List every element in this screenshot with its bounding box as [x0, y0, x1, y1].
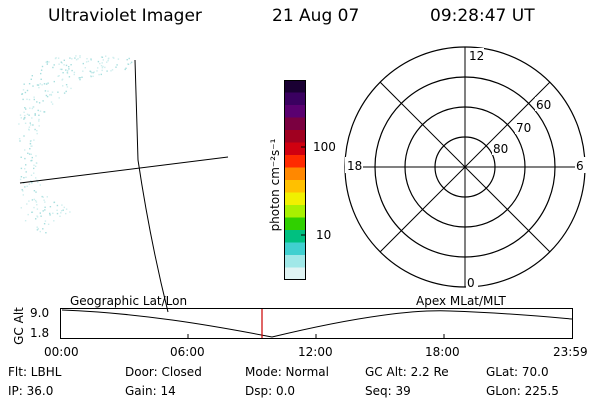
glon-value: GLon: 225.5 — [486, 384, 559, 398]
colorbar-cell — [284, 267, 306, 280]
colorbar-cell — [284, 105, 306, 118]
timeline-xtick-0600: 06:00 — [170, 345, 205, 359]
dsp-value: Dsp: 0.0 — [245, 384, 296, 398]
timeline-xtick-2359: 23:59 — [553, 345, 588, 359]
mlt-label-12: 12 — [469, 49, 484, 63]
colorbar-tick-100: 100 — [313, 140, 336, 154]
colorbar-cell — [284, 205, 306, 218]
door-status: Door: Closed — [125, 365, 202, 379]
altitude-timeline — [60, 308, 573, 339]
colorbar-cell — [284, 180, 306, 193]
colorbar-cell — [284, 142, 306, 156]
gain-value: Gain: 14 — [125, 384, 176, 398]
colorbar-cell — [284, 117, 306, 131]
colorbar-cell — [284, 230, 306, 243]
gc-alt-value: GC Alt: 2.2 Re — [365, 365, 449, 379]
mlt-label-6: 6 — [576, 159, 584, 173]
mlt-label-18: 18 — [347, 159, 362, 173]
timeline-xtick-1800: 18:00 — [425, 345, 460, 359]
colorbar-cell — [284, 130, 306, 143]
timeline-xtick-1200: 12:00 — [298, 345, 333, 359]
colorbar — [284, 80, 306, 280]
filter-value: Flt: LBHL — [8, 365, 62, 379]
colorbar-cell — [284, 192, 306, 206]
lat-label-80: 80 — [493, 142, 508, 156]
timeline-ylabel: GC Alt — [12, 307, 26, 345]
timeline-right-label: Apex MLat/MLT — [416, 294, 506, 308]
colorbar-cell — [284, 242, 306, 256]
grid-line-horizontal — [19, 156, 229, 184]
colorbar-cell — [284, 167, 306, 181]
uv-emission-speckle — [18, 55, 133, 234]
colorbar-gradient — [284, 80, 306, 280]
timeline-ytick-max: 9.0 — [30, 306, 50, 320]
grid-line-vertical — [134, 59, 169, 313]
timeline-ytick-min: 1.8 — [30, 326, 50, 340]
polar-plot: 12 18 6 0 60 70 80 — [344, 46, 587, 290]
ip-value: IP: 36.0 — [8, 384, 54, 398]
glat-value: GLat: 70.0 — [486, 365, 549, 379]
mode-value: Mode: Normal — [245, 365, 329, 379]
lat-label-70: 70 — [516, 121, 531, 135]
timeline-left-label: Geographic Lat/Lon — [70, 294, 188, 308]
colorbar-label: photon cm⁻²s⁻¹ — [268, 138, 282, 232]
altitude-curve — [61, 309, 573, 338]
colorbar-cell — [284, 217, 306, 231]
colorbar-cell — [284, 92, 306, 106]
seq-value: Seq: 39 — [365, 384, 411, 398]
colorbar-tick-10: 10 — [316, 228, 332, 242]
colorbar-cell — [284, 255, 306, 268]
lat-label-60: 60 — [536, 98, 551, 112]
instrument-title: Ultraviolet Imager — [48, 6, 202, 26]
colorbar-cell — [284, 155, 306, 168]
timeline-xtick-0000: 00:00 — [44, 345, 79, 359]
image-date: 21 Aug 07 — [272, 6, 360, 26]
mlt-label-0: 0 — [467, 276, 475, 290]
image-time: 09:28:47 UT — [430, 6, 535, 26]
colorbar-cell — [284, 80, 306, 93]
geographic-image-panel — [18, 55, 229, 313]
